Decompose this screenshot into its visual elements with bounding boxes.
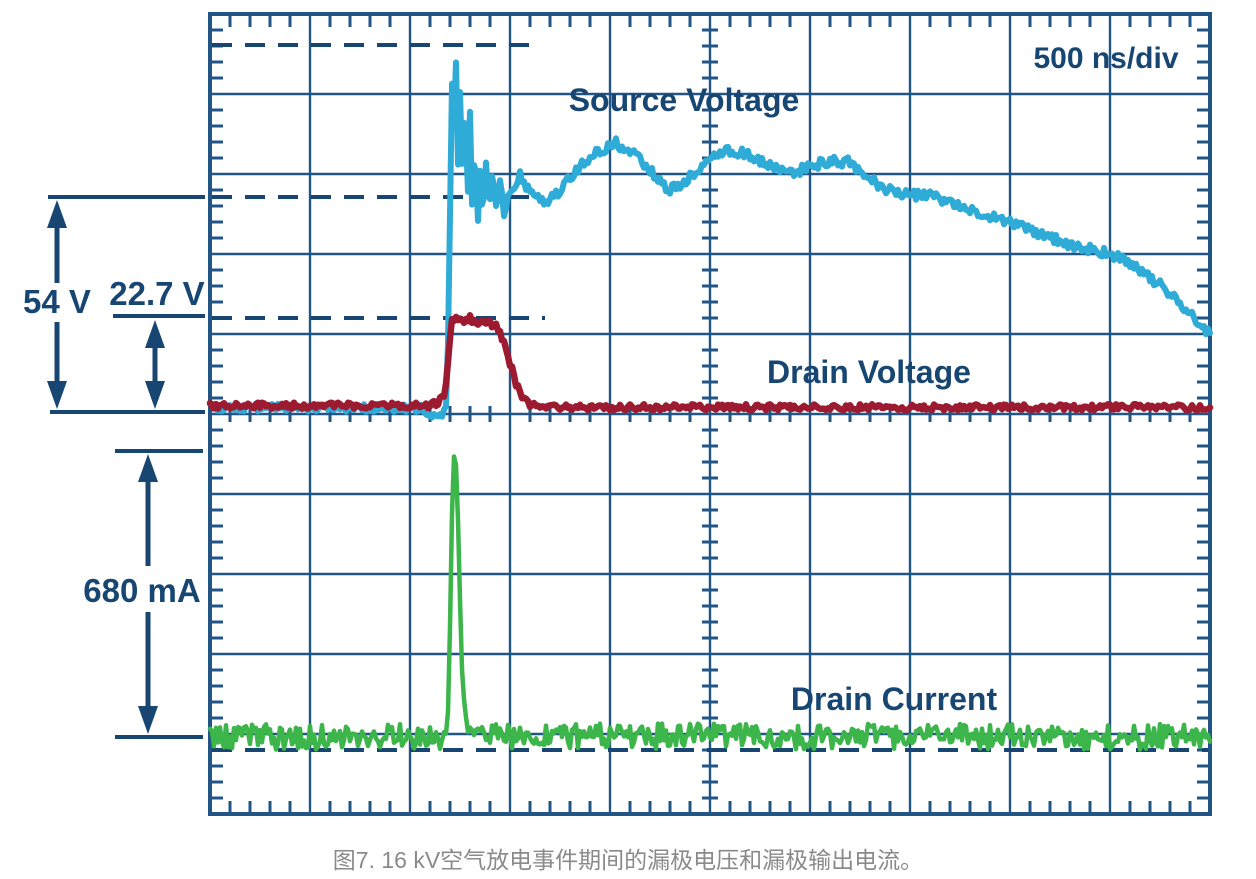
trace-label-drain-voltage: Drain Voltage: [767, 354, 971, 390]
measurement-2: [115, 449, 203, 739]
trace-drain-current: [207, 454, 1213, 752]
trace-drain-voltage: [206, 312, 1214, 414]
figure-caption: 图7. 16 kV空气放电事件期间的漏极电压和漏极输出电流。: [332, 847, 924, 873]
measurement-1: [113, 314, 205, 409]
oscilloscope-plot: Source Voltage Drain Voltage Drain Curre…: [23, 12, 1214, 816]
timebase-label: 500 ns/div: [1033, 42, 1178, 75]
scope-grid: [208, 12, 1212, 816]
trace-source-voltage: [207, 59, 1213, 421]
measurement-0: [47, 195, 205, 414]
measurement-label-680ma: 680 mA: [83, 572, 200, 609]
trace-label-drain-current: Drain Current: [791, 681, 998, 717]
measurement-label-22-7v: 22.7 V: [109, 275, 204, 312]
trace-label-source-voltage: Source Voltage: [569, 82, 800, 118]
measurement-label-54v: 54 V: [23, 283, 91, 320]
